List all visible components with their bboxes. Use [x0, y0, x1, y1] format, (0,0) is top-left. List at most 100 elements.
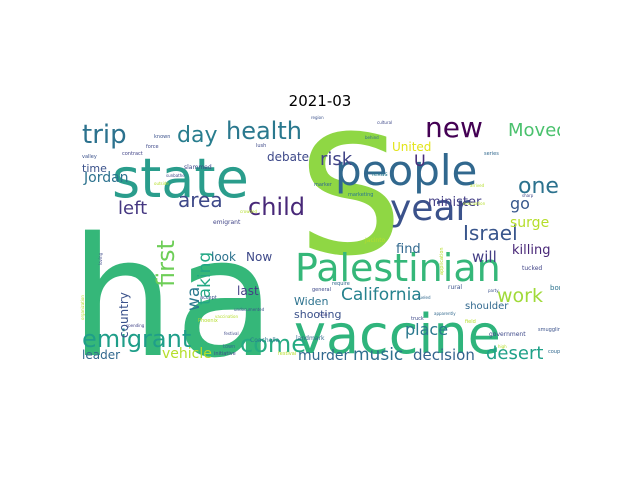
word-child: child — [248, 193, 305, 221]
word-will: will — [472, 248, 497, 266]
chart-title: 2021-03 — [288, 92, 352, 110]
word-shoulder: shoulder — [465, 301, 509, 312]
word-trip: trip — [82, 120, 127, 150]
word-require: require — [332, 281, 350, 287]
word-festival: festival — [278, 351, 296, 357]
word-vaccine: vaccine — [294, 303, 501, 365]
word-arab: Arab — [318, 312, 328, 317]
word-general: general — [312, 287, 331, 293]
word-jordan: Jordan — [83, 170, 129, 186]
word-sunbathe: sunbathe — [166, 173, 185, 178]
word-region: region — [311, 115, 324, 120]
word-left: left — [118, 198, 147, 219]
word-year: year — [390, 188, 471, 229]
word-initiative: initiative — [214, 351, 236, 357]
word-come: come — [240, 330, 306, 358]
word-moved: Moved — [508, 120, 560, 141]
word-music: music — [353, 345, 403, 365]
word-minister: minister — [428, 195, 482, 210]
word-wa: wa — [184, 287, 204, 311]
word-jacinto: Jacinto — [364, 237, 386, 244]
word-find: find — [396, 242, 421, 257]
word-fueled: fueled — [418, 295, 431, 300]
word-lush: lush — [256, 143, 266, 149]
word-crowded: crowded — [240, 209, 257, 214]
word-tucked: tucked — [522, 265, 542, 272]
word-widen: Widen — [294, 295, 328, 308]
word-vehicle: vehicle — [162, 346, 212, 362]
word-cultural: cultural — [377, 120, 392, 125]
word-force: force — [146, 144, 159, 150]
word-government: government — [489, 331, 526, 338]
word-undocumented: undocumented — [234, 307, 265, 312]
word-emigrant: emigrant — [213, 219, 241, 226]
word-sharp: sharp — [522, 193, 534, 198]
word-rural: rural — [448, 284, 462, 291]
word-shooting: shooting — [294, 308, 342, 321]
word-health: health — [226, 117, 302, 145]
word-killing: killing — [512, 243, 550, 258]
word-contract: contract — [122, 151, 143, 157]
word-new: new — [425, 115, 483, 144]
word-vaccination: vaccination — [215, 314, 238, 319]
word-smuggling: smuggling — [538, 327, 560, 333]
word-place: place — [405, 320, 448, 339]
word-field: field — [465, 319, 476, 325]
word-couple: couple — [548, 349, 560, 355]
word-border: border — [550, 284, 560, 292]
word-phoenix: Phoenix — [198, 318, 218, 324]
word-decision: decision — [413, 346, 475, 364]
word-valley: valley — [82, 154, 97, 160]
word-behind: behind — [365, 135, 379, 140]
word-day: day — [177, 123, 217, 148]
word-coachella: Coachella — [250, 337, 280, 344]
word-leader: leader — [82, 348, 120, 362]
word-outside: outside — [154, 181, 169, 186]
word-festival: festival — [224, 331, 239, 336]
word-high: high — [498, 344, 507, 349]
word-murder: murder — [298, 348, 350, 364]
word-ha: ha — [80, 202, 276, 365]
word-marketing: marketing — [348, 192, 373, 198]
word-accept: accept — [200, 295, 217, 301]
word-party: party — [488, 288, 499, 293]
word-united: United — [392, 140, 431, 154]
word-s: S — [298, 115, 403, 292]
word-series: series — [484, 151, 499, 157]
word-california: California — [341, 285, 422, 305]
word-state: state — [112, 147, 249, 210]
word-loving: loving — [98, 252, 103, 265]
word-first: first — [152, 240, 180, 287]
word-palestinian: Palestinian — [295, 246, 501, 290]
word-last: last — [237, 284, 259, 298]
word-surge: surge — [510, 215, 549, 231]
word-debate: debate — [267, 150, 309, 164]
word-people: people — [335, 146, 477, 195]
word-one: one — [518, 174, 559, 199]
word-application: application — [439, 247, 445, 275]
word-truck: truck — [411, 316, 424, 322]
word-risk: risk — [320, 149, 353, 170]
word-slammed: slammed — [184, 164, 212, 171]
word-country: country — [117, 292, 131, 338]
word-spending: spending — [126, 323, 145, 328]
word-area: area — [178, 188, 223, 212]
word-u: U — [414, 151, 426, 170]
word-evacuation: evacuation — [463, 201, 486, 206]
word-town: town — [223, 344, 235, 350]
word-organization: organization — [80, 295, 85, 320]
word-landmark: landmark — [296, 335, 325, 342]
word-known: known — [154, 134, 170, 140]
word-now: Now — [246, 250, 272, 264]
word-work: work — [497, 285, 543, 307]
word-desert: desert — [486, 343, 543, 364]
word-emigrant: emigrant — [82, 325, 191, 353]
word-marker: marker — [314, 182, 333, 188]
word-israel: Israel — [463, 221, 518, 245]
word-taking: taking — [195, 252, 215, 305]
word-time: time — [82, 162, 107, 175]
word-look: look — [211, 250, 236, 264]
word-apparently: apparently — [434, 311, 456, 316]
word-arrived: arrived — [470, 183, 485, 188]
